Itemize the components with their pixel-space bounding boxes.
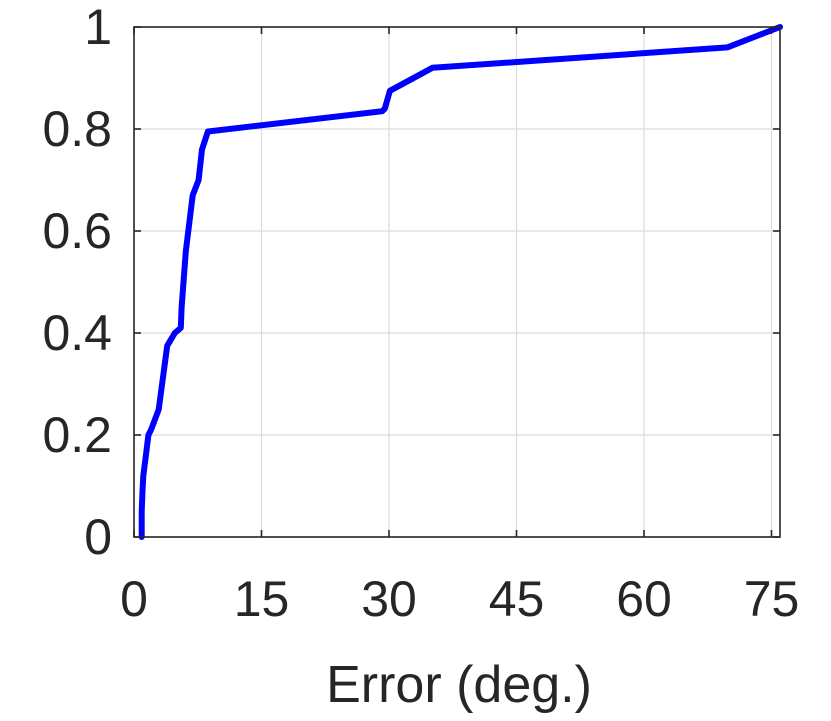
x-tick-labels: 0 15 30 45 60 75 [120, 571, 799, 627]
x-tick-label: 75 [744, 571, 800, 627]
ticks [133, 26, 780, 538]
y-tick-label: 0.2 [42, 407, 112, 463]
y-tick-label: 1 [84, 0, 112, 55]
x-tick-label: 45 [489, 571, 545, 627]
x-tick-label: 0 [120, 571, 148, 627]
y-tick-labels: 0 0.2 0.4 0.6 0.8 1 [42, 0, 112, 565]
y-tick-label: 0.6 [42, 203, 112, 259]
y-tick-label: 0.8 [42, 101, 112, 157]
x-axis-label: Error (deg.) [326, 656, 592, 714]
cdf-line [138, 24, 783, 540]
y-tick-label: 0 [84, 509, 112, 565]
axes-box [133, 26, 781, 538]
series-layer [138, 24, 783, 540]
grid [133, 26, 780, 538]
x-tick-label: 15 [234, 571, 290, 627]
x-tick-label: 30 [361, 571, 417, 627]
y-tick-label: 0.4 [42, 305, 112, 361]
x-tick-label: 60 [616, 571, 672, 627]
